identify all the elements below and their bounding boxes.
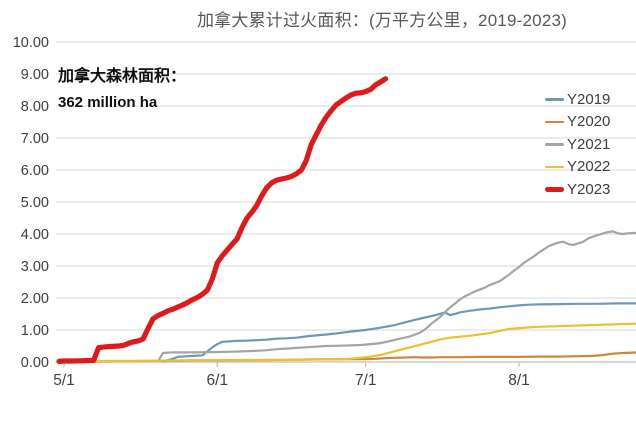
- forest-area-annotation: 加拿大森林面积： 362 million ha: [58, 62, 186, 111]
- y-axis-tick-label: 10.00: [13, 35, 49, 51]
- y-axis-tick-label: 1.00: [21, 323, 49, 339]
- legend-swatch-Y2019: [545, 98, 564, 101]
- y-axis-tick-label: 0.00: [21, 355, 49, 371]
- chart-title: 加拿大累计过火面积：(万平方公里，2019-2023): [196, 11, 568, 30]
- forest-area-label: 加拿大森林面积：: [58, 68, 187, 85]
- legend-item-Y2019: Y2019: [545, 88, 610, 111]
- y-axis-tick-label: 8.00: [21, 99, 49, 115]
- series-line-Y2023: [56, 76, 389, 364]
- y-axis-tick-label: 9.00: [21, 67, 49, 83]
- y-axis-tick-label: 6.00: [21, 163, 49, 179]
- y-axis-tick-label: 3.00: [21, 259, 49, 275]
- legend-item-Y2021: Y2021: [545, 133, 610, 156]
- x-axis-tick-label: 6/1: [207, 372, 229, 389]
- series-line-Y2021: [156, 230, 636, 363]
- y-axis-tick-label: 2.00: [21, 291, 49, 307]
- x-axis-tick-label: 8/1: [508, 372, 530, 389]
- legend-swatch-Y2021: [545, 143, 564, 146]
- legend-label-Y2020: Y2020: [567, 113, 611, 131]
- series-line-Y2019: [161, 302, 636, 363]
- legend-label-Y2021: Y2021: [567, 135, 611, 153]
- x-axis-tick-label: 7/1: [355, 372, 377, 389]
- y-axis-tick-label: 4.00: [21, 227, 49, 243]
- legend-label-Y2019: Y2019: [567, 90, 611, 108]
- y-axis-tick-label: 7.00: [21, 131, 49, 147]
- y-axis-tick-label: 5.00: [21, 195, 49, 211]
- legend-swatch-Y2020: [545, 120, 564, 123]
- legend-label-Y2022: Y2022: [567, 158, 611, 176]
- forest-area-value: 362 million ha: [58, 94, 158, 111]
- chart-legend: Y2019 Y2020 Y2021 Y2022 Y2023: [545, 88, 610, 201]
- legend-swatch-Y2023: [545, 186, 564, 192]
- legend-item-Y2023: Y2023: [545, 178, 610, 201]
- series-line-Y2022: [62, 322, 636, 363]
- legend-swatch-Y2022: [545, 165, 564, 168]
- legend-item-Y2022: Y2022: [545, 156, 610, 179]
- legend-label-Y2023: Y2023: [567, 180, 611, 198]
- x-axis-tick-label: 5/1: [53, 372, 75, 389]
- legend-item-Y2020: Y2020: [545, 111, 610, 134]
